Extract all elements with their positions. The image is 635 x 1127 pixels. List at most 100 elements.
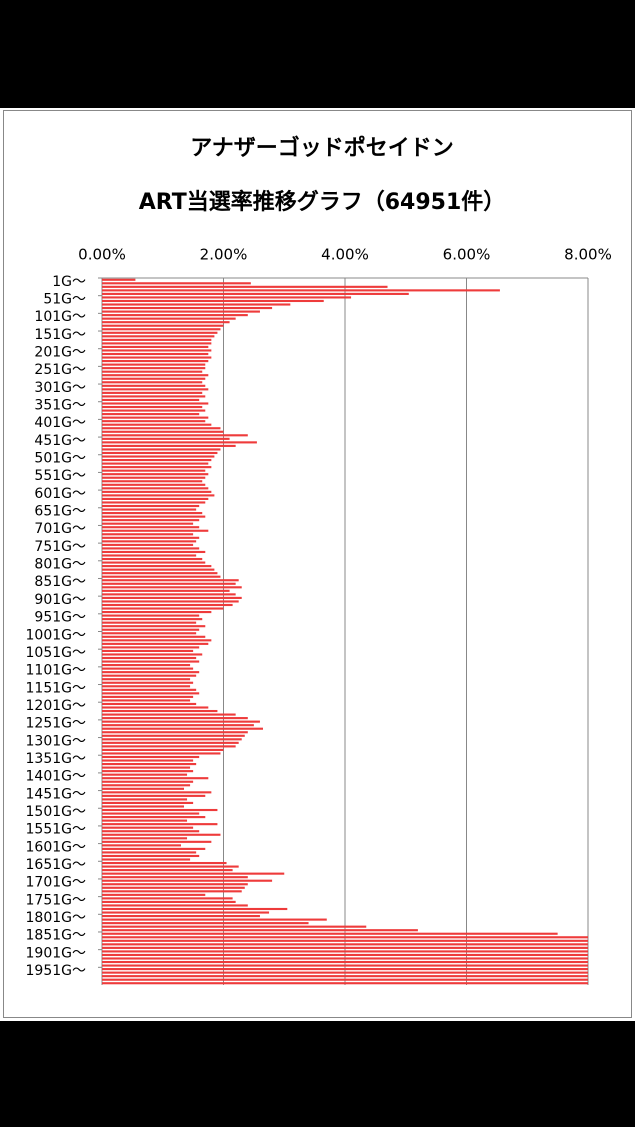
bar [102, 522, 194, 525]
bar [102, 508, 197, 511]
bar [102, 678, 191, 681]
bar [102, 893, 206, 896]
bar [102, 883, 248, 886]
bar [102, 409, 206, 412]
bar [102, 854, 200, 858]
bar [102, 437, 230, 440]
bar [102, 904, 248, 907]
bar [102, 398, 200, 402]
bar [102, 497, 209, 500]
bar [102, 932, 558, 935]
bar [102, 861, 227, 865]
bar [102, 837, 188, 840]
bar [102, 886, 245, 889]
bar [102, 310, 260, 313]
bar [102, 925, 367, 928]
y-tick-label: 1151G〜 [26, 680, 86, 696]
bar [102, 695, 194, 698]
bar [102, 823, 218, 826]
bar [102, 540, 197, 543]
bar [102, 579, 239, 582]
bar [102, 929, 418, 932]
bar [102, 639, 212, 642]
bar [102, 512, 203, 515]
bar [102, 469, 206, 472]
bar [102, 416, 209, 419]
bar [102, 413, 200, 416]
bar [102, 533, 194, 536]
bar [102, 519, 200, 522]
bar [102, 603, 233, 607]
bar [102, 547, 200, 550]
bar [102, 557, 203, 561]
y-tick-label: 601G〜 [34, 486, 86, 502]
bar [102, 847, 206, 850]
x-tick-label: 2.00% [200, 246, 248, 264]
bar [102, 349, 212, 352]
bar [102, 717, 248, 720]
chart-background [0, 108, 635, 1021]
bar [102, 374, 209, 377]
bar [102, 731, 248, 734]
bar [102, 328, 221, 331]
bar [102, 600, 239, 603]
bar [102, 840, 212, 843]
bar [102, 907, 288, 911]
bar [102, 844, 181, 847]
bar [102, 939, 588, 942]
bar [102, 367, 206, 370]
bar [102, 402, 209, 405]
y-tick-label: 701G〜 [34, 521, 86, 537]
bar [102, 515, 206, 518]
bar [102, 455, 215, 458]
bar [102, 794, 206, 797]
bar [102, 494, 215, 497]
y-tick-label: 1051G〜 [26, 645, 86, 661]
bar [102, 476, 206, 479]
x-tick-label: 0.00% [78, 246, 126, 264]
bar [102, 448, 221, 451]
bar [102, 791, 212, 794]
bar [102, 370, 203, 373]
bar [102, 352, 209, 356]
bar [102, 943, 588, 946]
y-tick-label: 851G〜 [34, 574, 86, 590]
bar [102, 808, 218, 812]
bar [102, 490, 212, 493]
bar [102, 950, 588, 953]
bar [102, 755, 200, 759]
y-tick-label: 1501G〜 [26, 804, 86, 820]
bar [102, 596, 242, 599]
bar [102, 766, 191, 769]
bar [102, 331, 218, 334]
bar [102, 787, 185, 790]
bar [102, 618, 203, 621]
bar [102, 466, 212, 469]
bar [102, 582, 236, 585]
y-tick-label: 1601G〜 [26, 839, 86, 855]
bar [102, 391, 203, 394]
bar [102, 473, 209, 476]
bar [102, 635, 206, 638]
bar [102, 292, 409, 295]
bar [102, 360, 209, 363]
y-tick-label: 1201G〜 [26, 698, 86, 714]
bar [102, 625, 206, 628]
bar [102, 324, 224, 327]
bar [102, 798, 188, 801]
bar [102, 709, 218, 713]
bar [102, 384, 206, 387]
bar [102, 649, 194, 653]
bar [102, 826, 194, 829]
bar [102, 458, 212, 462]
y-tick-label: 1651G〜 [26, 857, 86, 873]
bar [102, 487, 209, 490]
y-tick-label: 1G〜 [52, 274, 86, 290]
bar [102, 345, 209, 348]
bar [102, 483, 206, 486]
y-tick-label: 101G〜 [34, 309, 86, 325]
bar [102, 858, 191, 861]
y-tick-label: 1351G〜 [26, 751, 86, 767]
bar [102, 306, 273, 310]
